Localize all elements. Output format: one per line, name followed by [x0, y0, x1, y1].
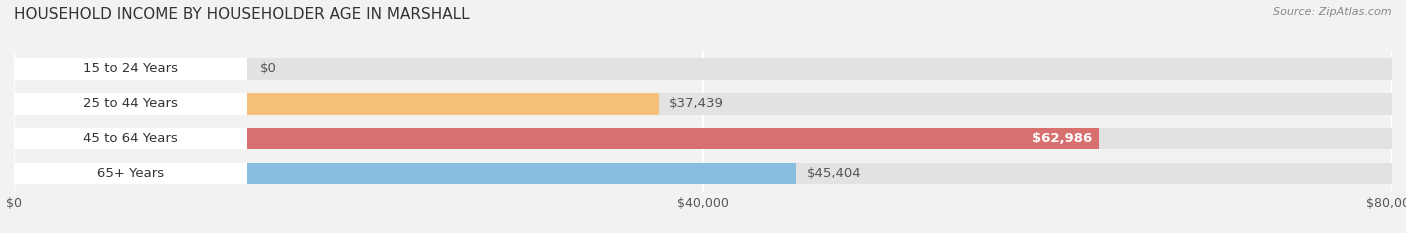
Bar [14, 128, 1099, 150]
Bar [14, 93, 1392, 115]
Bar [14, 128, 1392, 150]
Text: 15 to 24 Years: 15 to 24 Years [83, 62, 177, 75]
Text: $45,404: $45,404 [807, 167, 860, 180]
Bar [14, 163, 1392, 185]
Bar [14, 163, 246, 185]
Text: 25 to 44 Years: 25 to 44 Years [83, 97, 177, 110]
Text: $62,986: $62,986 [1032, 132, 1092, 145]
Text: 65+ Years: 65+ Years [97, 167, 165, 180]
Text: 45 to 64 Years: 45 to 64 Years [83, 132, 177, 145]
Text: HOUSEHOLD INCOME BY HOUSEHOLDER AGE IN MARSHALL: HOUSEHOLD INCOME BY HOUSEHOLDER AGE IN M… [14, 7, 470, 22]
Text: $0: $0 [260, 62, 277, 75]
Text: $37,439: $37,439 [669, 97, 724, 110]
Bar [14, 58, 246, 80]
Bar [14, 93, 246, 115]
Text: Source: ZipAtlas.com: Source: ZipAtlas.com [1274, 7, 1392, 17]
Bar [14, 93, 659, 115]
Bar [14, 58, 1392, 80]
Bar [14, 163, 796, 185]
Bar [14, 128, 246, 150]
